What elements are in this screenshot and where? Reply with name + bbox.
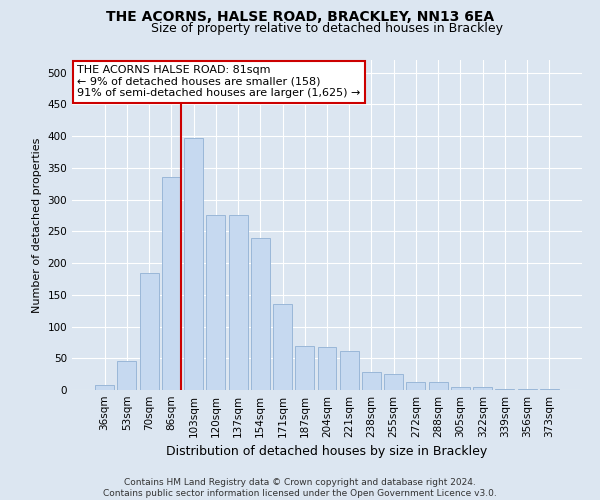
Text: Contains HM Land Registry data © Crown copyright and database right 2024.
Contai: Contains HM Land Registry data © Crown c…: [103, 478, 497, 498]
Text: THE ACORNS, HALSE ROAD, BRACKLEY, NN13 6EA: THE ACORNS, HALSE ROAD, BRACKLEY, NN13 6…: [106, 10, 494, 24]
Bar: [251, 238, 270, 390]
Text: THE ACORNS HALSE ROAD: 81sqm
← 9% of detached houses are smaller (158)
91% of se: THE ACORNS HALSE ROAD: 81sqm ← 9% of det…: [77, 65, 361, 98]
Bar: [206, 216, 225, 390]
Bar: [295, 346, 314, 390]
Bar: [273, 304, 292, 390]
Bar: [362, 372, 381, 390]
Bar: [118, 361, 136, 390]
Bar: [162, 178, 181, 390]
Bar: [317, 347, 337, 390]
Title: Size of property relative to detached houses in Brackley: Size of property relative to detached ho…: [151, 22, 503, 35]
Bar: [473, 388, 492, 390]
Bar: [95, 385, 114, 390]
Y-axis label: Number of detached properties: Number of detached properties: [32, 138, 42, 312]
Bar: [429, 382, 448, 390]
Bar: [384, 374, 403, 390]
Bar: [496, 388, 514, 390]
Bar: [229, 216, 248, 390]
Bar: [184, 138, 203, 390]
X-axis label: Distribution of detached houses by size in Brackley: Distribution of detached houses by size …: [166, 446, 488, 458]
Bar: [340, 350, 359, 390]
Bar: [140, 272, 158, 390]
Bar: [540, 388, 559, 390]
Bar: [406, 382, 425, 390]
Bar: [451, 387, 470, 390]
